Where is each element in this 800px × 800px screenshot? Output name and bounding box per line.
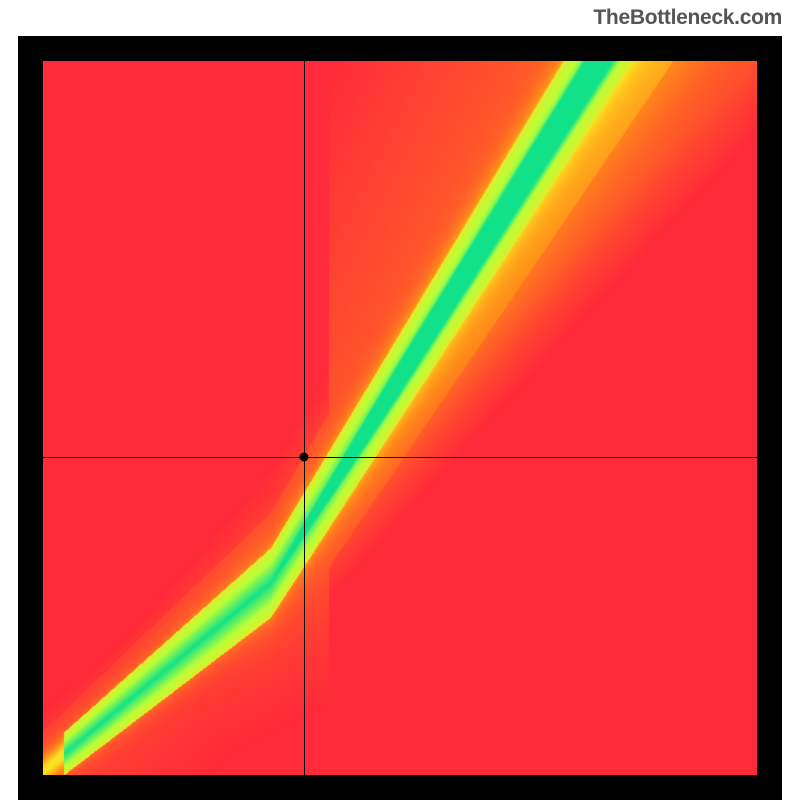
figure-container: TheBottleneck.com (0, 0, 800, 800)
plot-frame (18, 36, 782, 800)
marker-dot (299, 453, 308, 462)
heatmap-canvas (43, 61, 757, 775)
attribution-text: TheBottleneck.com (593, 6, 782, 30)
crosshair-horizontal (43, 457, 757, 458)
crosshair-vertical (304, 61, 305, 775)
